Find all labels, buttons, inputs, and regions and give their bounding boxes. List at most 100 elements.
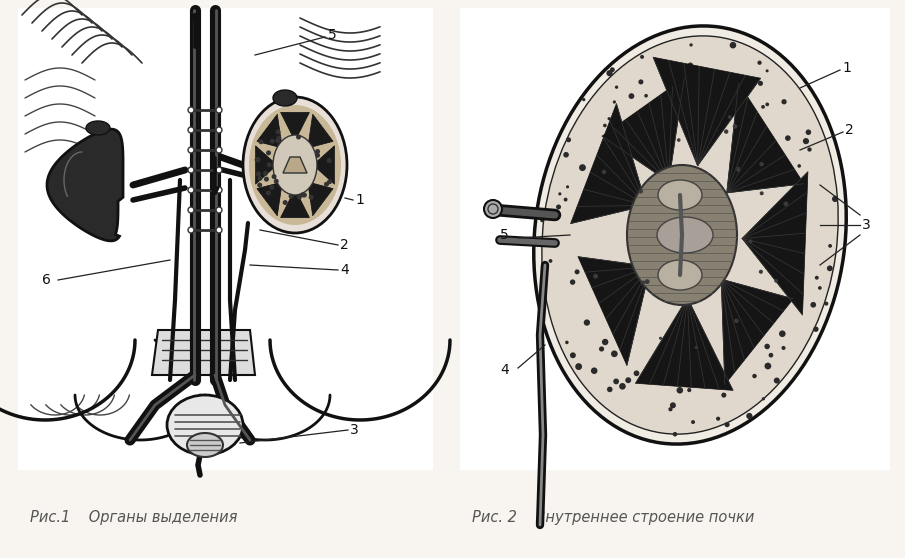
Circle shape xyxy=(570,352,576,358)
Text: 5: 5 xyxy=(328,28,337,42)
Circle shape xyxy=(641,281,645,285)
Circle shape xyxy=(827,266,833,271)
Circle shape xyxy=(638,79,643,84)
Polygon shape xyxy=(313,146,335,184)
Circle shape xyxy=(599,347,605,352)
Polygon shape xyxy=(281,189,310,218)
Circle shape xyxy=(779,330,786,337)
Circle shape xyxy=(602,170,606,174)
Circle shape xyxy=(614,378,619,384)
Circle shape xyxy=(270,185,274,190)
Circle shape xyxy=(757,81,763,86)
Circle shape xyxy=(324,182,329,187)
Circle shape xyxy=(275,129,281,134)
Polygon shape xyxy=(283,157,307,173)
Circle shape xyxy=(724,129,729,134)
Text: 1: 1 xyxy=(842,61,851,75)
Circle shape xyxy=(613,100,616,104)
Bar xyxy=(18,8,433,470)
Polygon shape xyxy=(257,114,282,148)
Circle shape xyxy=(639,189,643,194)
Circle shape xyxy=(591,367,597,374)
Circle shape xyxy=(263,171,268,176)
Circle shape xyxy=(807,147,812,152)
Circle shape xyxy=(576,363,582,370)
Text: 5: 5 xyxy=(500,228,509,242)
Ellipse shape xyxy=(249,105,341,225)
Circle shape xyxy=(752,374,757,378)
Circle shape xyxy=(584,319,590,326)
Circle shape xyxy=(761,105,765,109)
Circle shape xyxy=(540,218,544,222)
Circle shape xyxy=(759,191,764,195)
Circle shape xyxy=(782,346,786,350)
Polygon shape xyxy=(308,114,333,148)
Ellipse shape xyxy=(657,217,713,253)
Ellipse shape xyxy=(188,187,194,193)
Circle shape xyxy=(266,150,271,155)
Ellipse shape xyxy=(542,36,838,434)
Circle shape xyxy=(757,61,762,65)
Circle shape xyxy=(785,135,791,141)
Text: 3: 3 xyxy=(350,423,358,437)
Circle shape xyxy=(548,259,552,263)
Ellipse shape xyxy=(216,167,222,173)
Text: 2: 2 xyxy=(340,238,348,252)
Circle shape xyxy=(691,420,695,424)
Circle shape xyxy=(606,70,613,76)
Circle shape xyxy=(737,166,740,170)
Text: 3: 3 xyxy=(862,218,871,232)
Circle shape xyxy=(733,124,738,129)
Circle shape xyxy=(766,69,768,73)
Circle shape xyxy=(282,200,288,205)
Circle shape xyxy=(264,177,269,182)
Circle shape xyxy=(832,196,838,202)
Ellipse shape xyxy=(188,227,194,233)
Circle shape xyxy=(669,407,672,411)
Circle shape xyxy=(272,174,277,179)
Circle shape xyxy=(257,176,262,181)
Circle shape xyxy=(688,62,693,68)
Circle shape xyxy=(582,98,586,101)
Circle shape xyxy=(644,279,650,284)
Circle shape xyxy=(558,193,561,195)
Circle shape xyxy=(734,319,738,323)
Polygon shape xyxy=(257,182,282,216)
Circle shape xyxy=(797,164,801,168)
Text: 4: 4 xyxy=(500,363,509,377)
Circle shape xyxy=(579,164,586,171)
Circle shape xyxy=(610,68,614,72)
Circle shape xyxy=(677,387,683,393)
Circle shape xyxy=(602,339,608,345)
Circle shape xyxy=(824,301,828,306)
Circle shape xyxy=(721,393,727,398)
Circle shape xyxy=(611,124,614,127)
Circle shape xyxy=(270,139,275,143)
Circle shape xyxy=(728,116,731,119)
Circle shape xyxy=(254,157,260,162)
Circle shape xyxy=(276,136,281,141)
Polygon shape xyxy=(578,257,651,365)
Polygon shape xyxy=(653,57,760,166)
Text: 6: 6 xyxy=(42,273,51,287)
Polygon shape xyxy=(47,129,123,241)
Circle shape xyxy=(296,134,301,140)
Circle shape xyxy=(814,326,819,332)
Circle shape xyxy=(275,138,281,143)
Text: 4: 4 xyxy=(340,263,348,277)
Circle shape xyxy=(619,383,625,389)
Circle shape xyxy=(759,162,764,166)
Text: Рис.1    Органы выделения: Рис.1 Органы выделения xyxy=(30,510,237,525)
Text: Рис. 2    Внутреннее строение почки: Рис. 2 Внутреннее строение почки xyxy=(472,510,755,525)
Circle shape xyxy=(814,276,819,280)
Ellipse shape xyxy=(188,127,194,133)
Circle shape xyxy=(775,279,778,283)
Circle shape xyxy=(737,168,740,172)
Ellipse shape xyxy=(534,26,846,444)
Circle shape xyxy=(644,94,648,98)
Ellipse shape xyxy=(216,147,222,153)
Circle shape xyxy=(611,350,618,357)
Circle shape xyxy=(266,190,271,195)
Circle shape xyxy=(634,371,639,376)
Bar xyxy=(460,8,890,470)
